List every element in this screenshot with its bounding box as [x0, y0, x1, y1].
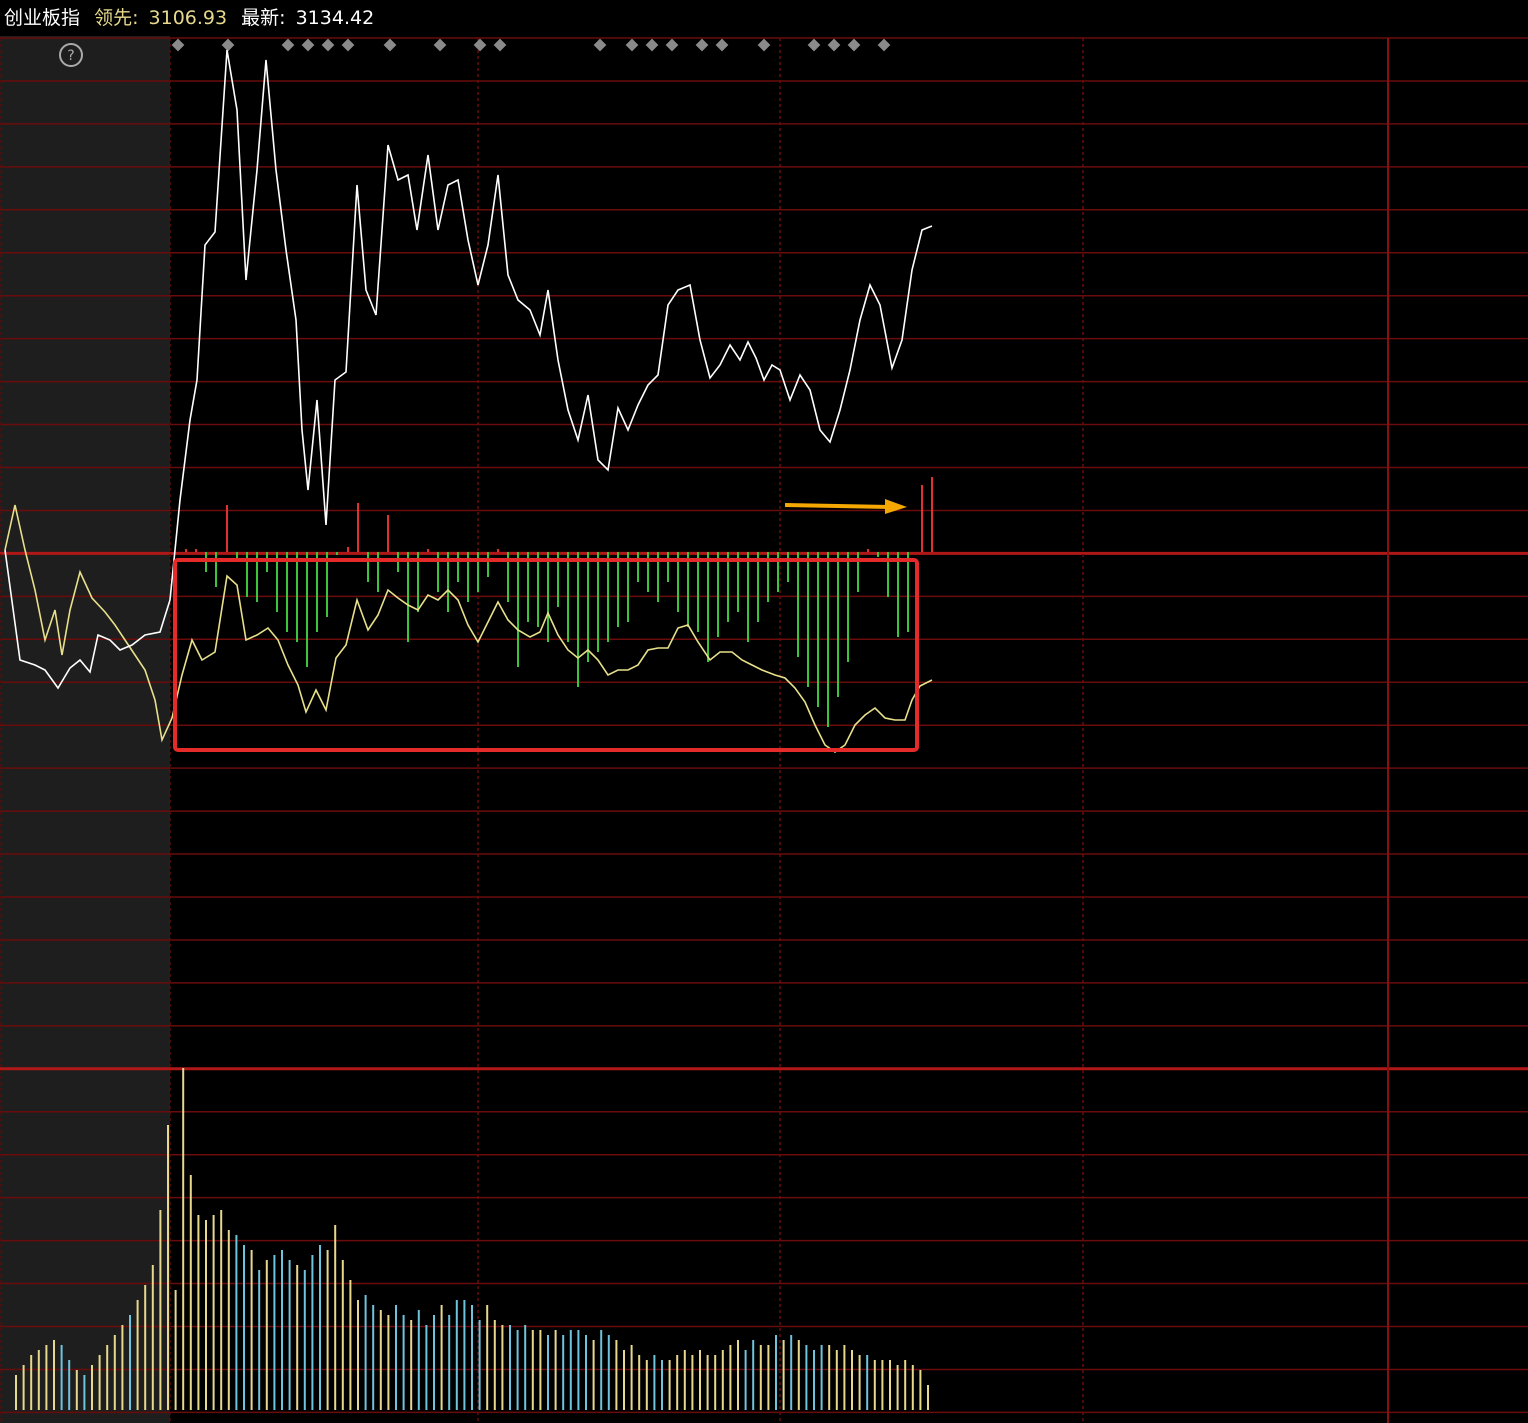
- event-marker: [321, 38, 335, 52]
- marks: [4, 49, 933, 1410]
- help-icon-mark: ?: [67, 48, 74, 64]
- event-marker: [493, 38, 507, 52]
- arrow-shaft: [784, 503, 891, 509]
- help-icon[interactable]: [59, 43, 83, 67]
- price-line: [4, 49, 933, 690]
- event-marker: [281, 38, 295, 52]
- grid: [0, 37, 1528, 1423]
- event-marker: [383, 38, 397, 52]
- pre-market-panel: [0, 36, 170, 1423]
- lead-label: 领先:: [94, 7, 138, 29]
- event-marker: [341, 38, 355, 52]
- arrow-head: [885, 499, 907, 514]
- header: 创业板指 领先: 3106.93 最新: 3134.42: [4, 7, 374, 29]
- price-line: [4, 504, 933, 753]
- event-marker: [301, 38, 315, 52]
- last-label: 最新:: [241, 7, 285, 29]
- lead-value: 3106.93: [149, 7, 228, 29]
- event-marker: [473, 38, 487, 52]
- event-marker: [433, 38, 447, 52]
- index-name: 创业板指: [4, 7, 80, 29]
- last-value: 3134.42: [296, 7, 375, 29]
- event-marker: [221, 38, 235, 52]
- event-marker: [171, 38, 185, 52]
- highlight-box: [173, 558, 919, 752]
